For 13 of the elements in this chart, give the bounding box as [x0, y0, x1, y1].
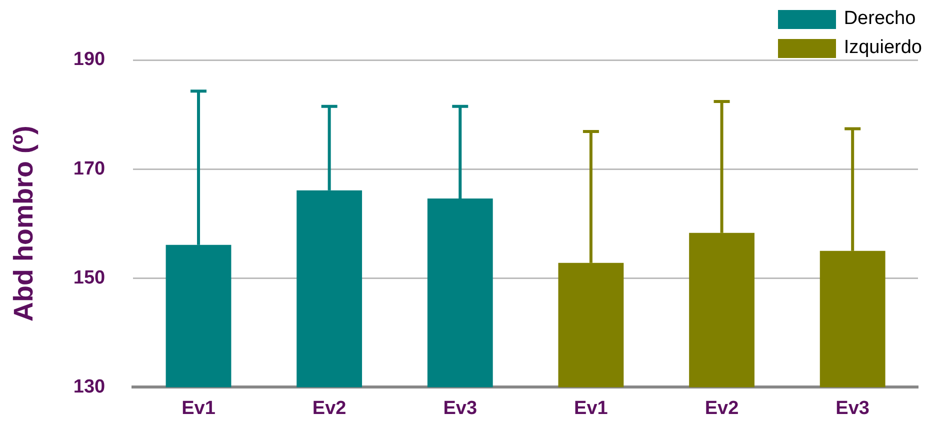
legend-label: Izquierdo — [844, 37, 922, 59]
y-axis-title: Abd hombro (º) — [8, 126, 39, 322]
x-tick-label: Ev3 — [836, 398, 870, 419]
x-tick-label: Ev2 — [312, 398, 346, 419]
y-tick-label: 190 — [73, 49, 106, 70]
x-tick-label: Ev1 — [182, 398, 216, 419]
x-tick-label: Ev2 — [704, 398, 739, 419]
y-tick-label: 170 — [73, 158, 106, 180]
x-tick-label: Ev1 — [574, 398, 608, 419]
x-tick-label: Ev3 — [443, 398, 478, 419]
y-tick-label: 130 — [73, 376, 106, 398]
y-tick-label: 150 — [73, 267, 106, 288]
legend-label: Derecho — [844, 8, 916, 30]
